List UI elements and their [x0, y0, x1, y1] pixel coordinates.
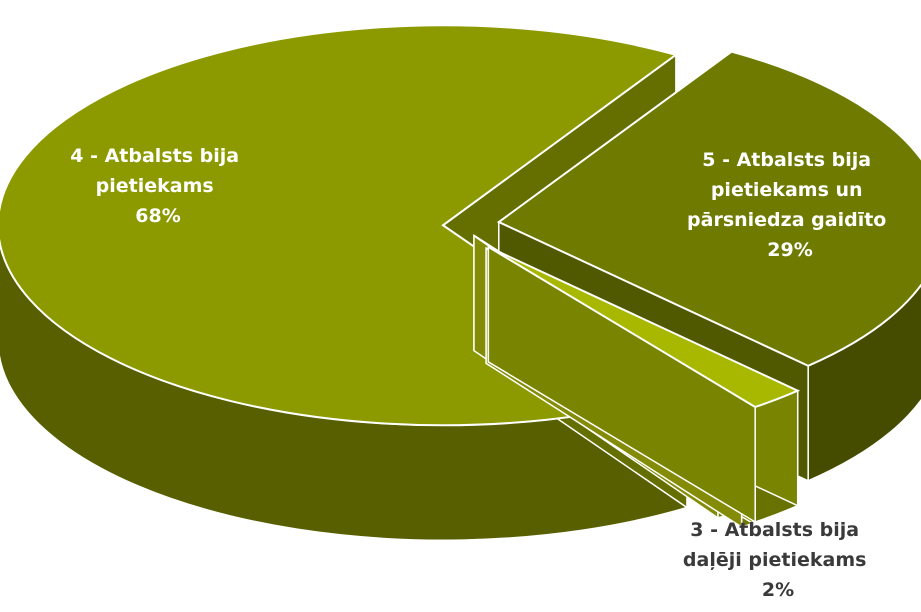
pie-slices	[0, 24, 921, 542]
slice-label-5: 5 - Atbalsts bija pietiekams un pārsnied…	[687, 149, 893, 261]
slice-top	[487, 246, 801, 409]
slice-top	[496, 50, 921, 367]
slice-label-4: 4 - Atbalsts bija pietiekams 68%	[70, 145, 245, 227]
pie-slice-2	[487, 245, 801, 524]
slice-label-3: 3 - Atbalsts bija daļēji pietiekams 2%	[683, 519, 873, 601]
